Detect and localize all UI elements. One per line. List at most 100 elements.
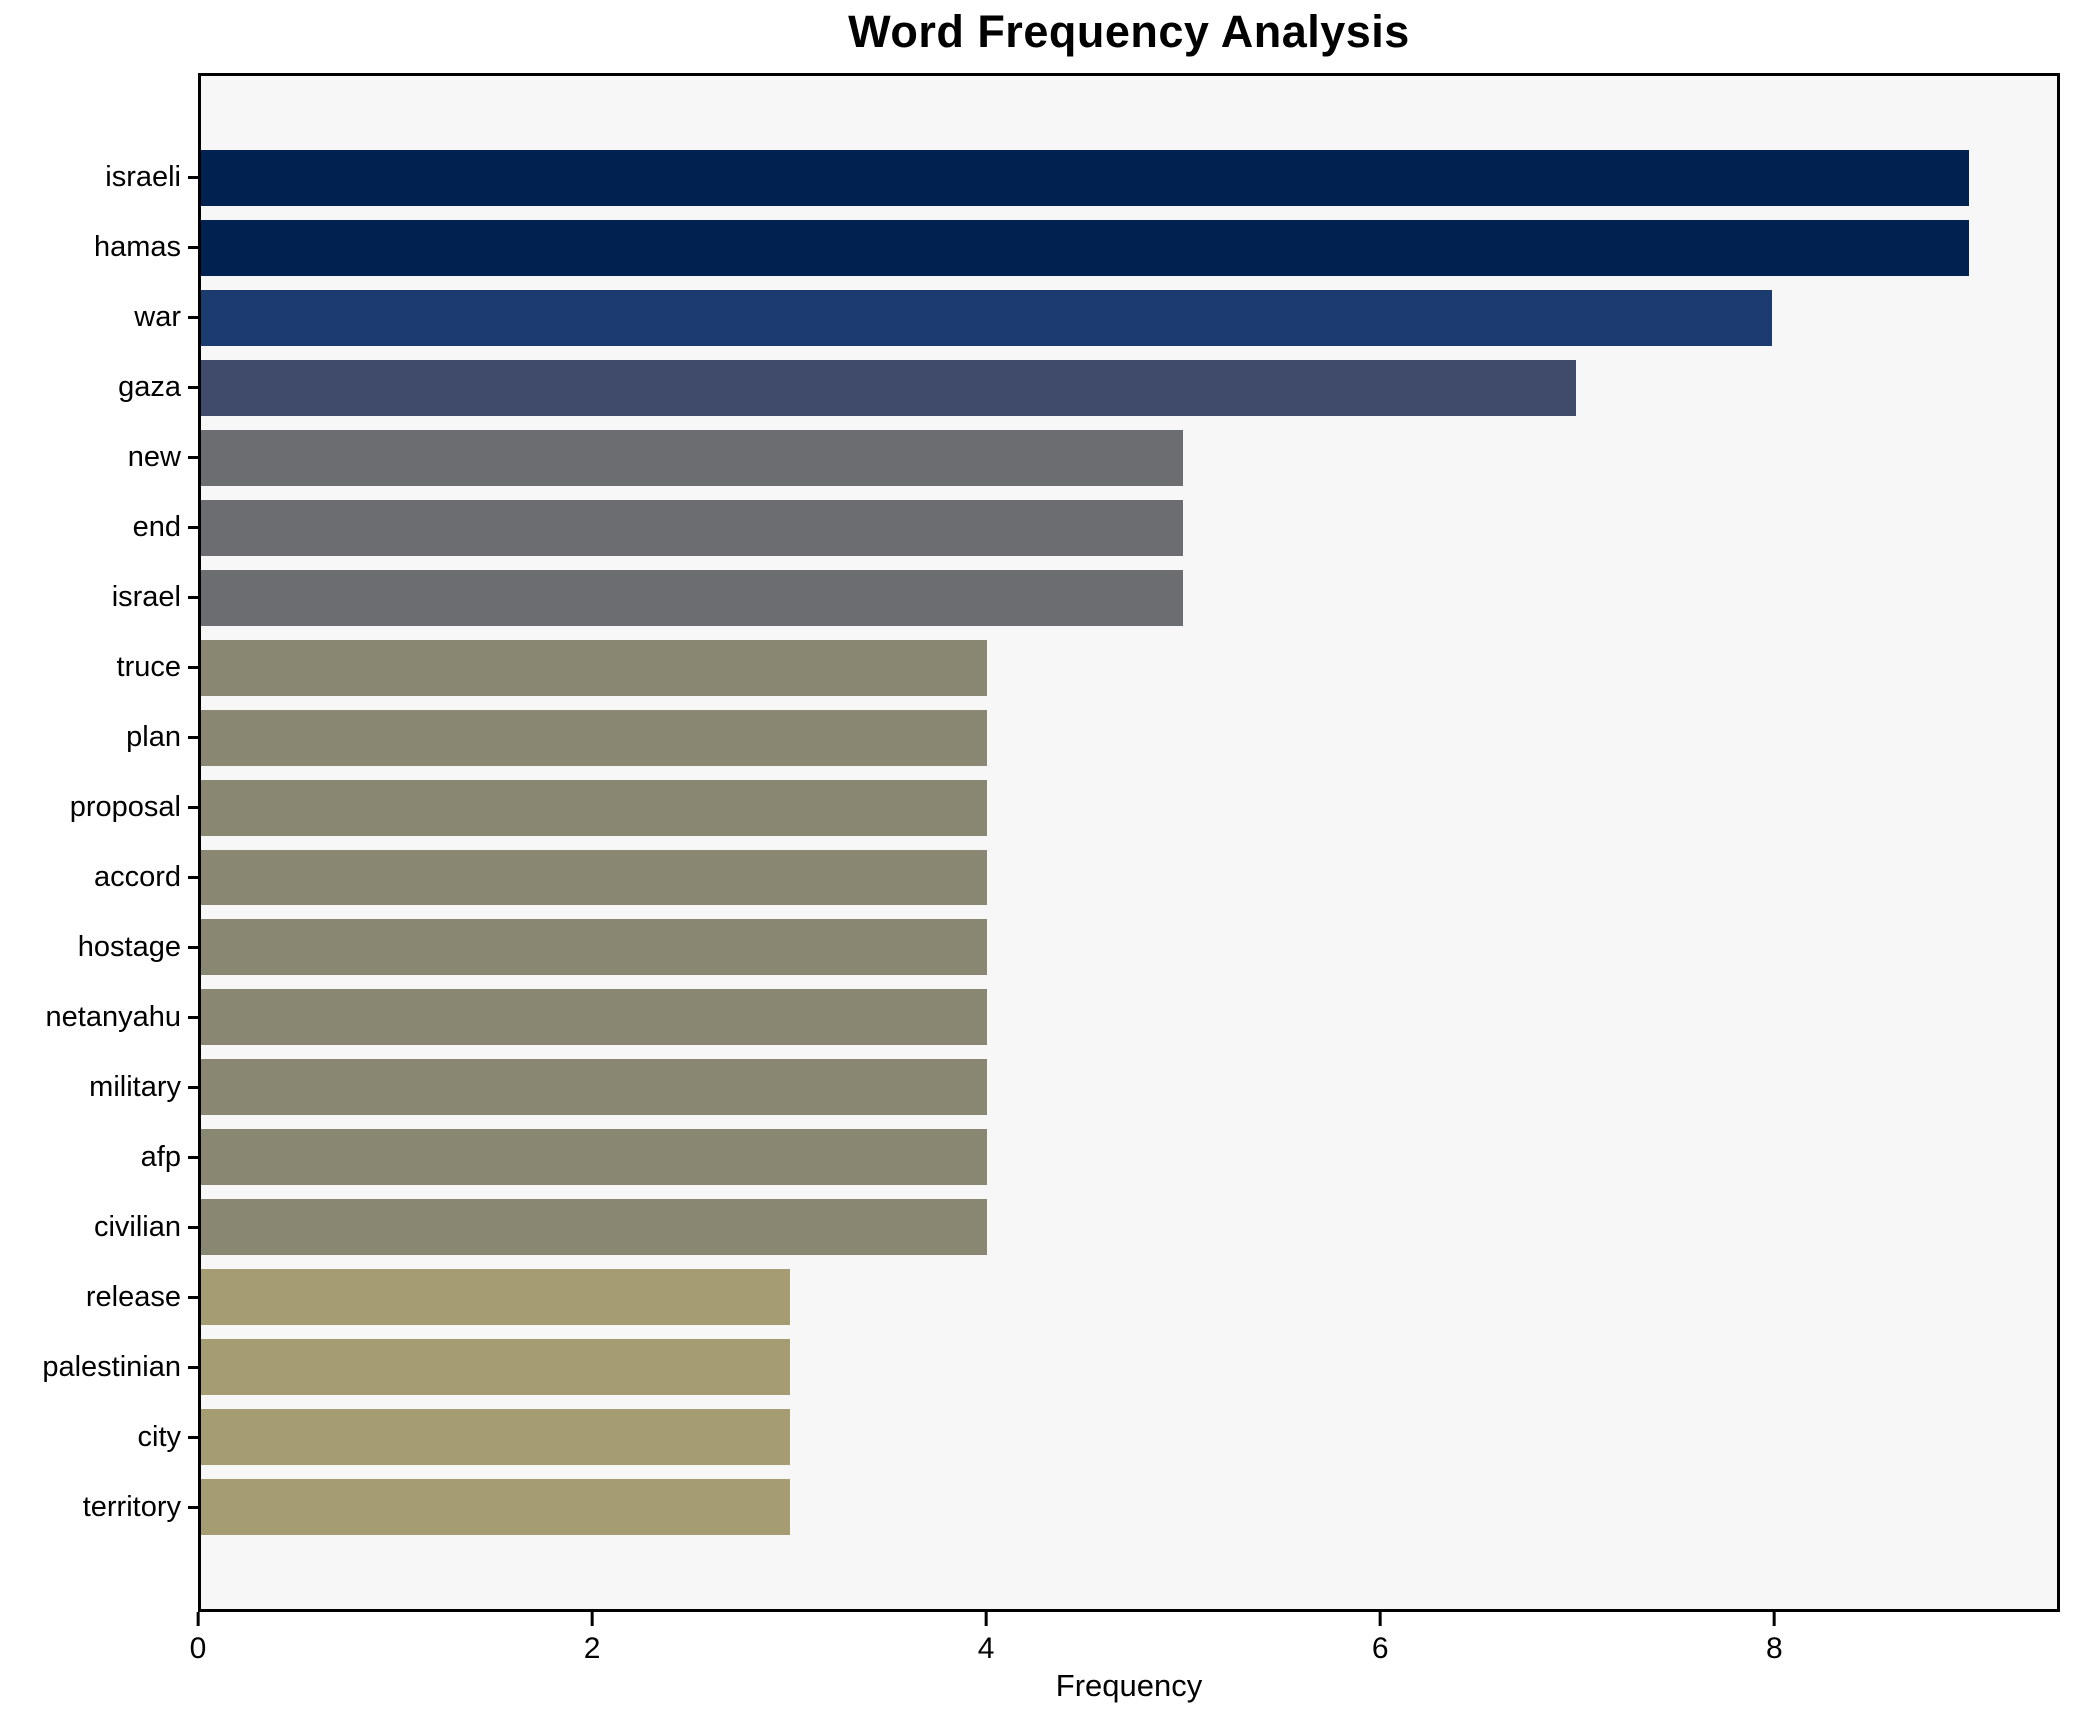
bar-band <box>201 213 2057 283</box>
bar-gaza <box>201 359 1576 416</box>
y-label-row: territory <box>0 1472 198 1542</box>
bar-end <box>201 499 1183 556</box>
x-tick-mark <box>1772 1612 1776 1626</box>
y-tick-mark <box>188 176 198 180</box>
bar-band <box>201 703 2057 773</box>
bar-israel <box>201 569 1183 626</box>
x-axis: 0 2 4 6 8 <box>190 1612 2060 1682</box>
x-axis-title: Frequency <box>1055 1668 1203 1703</box>
y-tick-mark <box>188 1505 198 1509</box>
y-tick-label-afp: afp <box>140 1140 181 1173</box>
x-tick-2: 2 <box>583 1612 601 1666</box>
y-tick-mark <box>188 1365 198 1369</box>
x-tick-0: 0 <box>190 1612 206 1666</box>
y-label-row: civilian <box>0 1192 198 1262</box>
y-tick-mark <box>188 456 198 460</box>
y-tick-mark <box>188 1295 198 1299</box>
y-label-row: end <box>0 493 198 563</box>
bar-band <box>201 143 2057 213</box>
y-tick-mark <box>188 806 198 810</box>
bar-afp <box>201 1129 987 1186</box>
y-tick-mark <box>188 526 198 530</box>
y-tick-label-war: war <box>134 301 181 334</box>
y-label-row: city <box>0 1402 198 1472</box>
x-tick-mark <box>196 1612 200 1626</box>
bar-truce <box>201 639 987 696</box>
bar-israeli <box>201 150 1969 206</box>
bars-container <box>201 143 2057 1542</box>
bar-band <box>201 423 2057 493</box>
bar-band <box>201 1472 2057 1542</box>
x-tick-label: 4 <box>977 1632 995 1665</box>
y-label-row: truce <box>0 633 198 703</box>
bar-accord <box>201 849 987 906</box>
y-tick-mark <box>188 1435 198 1439</box>
bar-civilian <box>201 1199 987 1256</box>
y-tick-mark <box>188 736 198 740</box>
y-tick-label-end: end <box>132 511 181 544</box>
bar-plan <box>201 709 987 766</box>
y-label-row: afp <box>0 1122 198 1192</box>
y-tick-label-gaza: gaza <box>118 371 181 404</box>
y-tick-label-hostage: hostage <box>77 930 181 963</box>
x-tick-8: 8 <box>1766 1612 1783 1666</box>
x-tick-mark <box>1378 1612 1382 1626</box>
y-label-row: war <box>0 283 198 353</box>
y-label-row: accord <box>0 843 198 913</box>
bar-netanyahu <box>201 989 987 1046</box>
x-tick-label: 8 <box>1765 1632 1783 1665</box>
bar-war <box>201 289 1773 346</box>
y-tick-label-new: new <box>127 441 181 474</box>
bar-city <box>201 1409 791 1466</box>
bar-band <box>201 1052 2057 1122</box>
y-tick-mark <box>188 945 198 949</box>
y-tick-mark <box>188 1015 198 1019</box>
y-tick-label-plan: plan <box>126 721 181 754</box>
bar-military <box>201 1059 987 1116</box>
y-label-row: new <box>0 423 198 493</box>
bar-band <box>201 912 2057 982</box>
x-tick-label: 6 <box>1371 1632 1389 1665</box>
y-label-row: israeli <box>0 143 198 213</box>
y-label-row: gaza <box>0 353 198 423</box>
y-tick-mark <box>188 386 198 390</box>
bar-band <box>201 773 2057 843</box>
y-tick-label-palestinian: palestinian <box>42 1350 181 1383</box>
x-tick-label: 2 <box>583 1632 601 1665</box>
y-label-row: netanyahu <box>0 982 198 1052</box>
y-tick-label-civilian: civilian <box>93 1210 181 1243</box>
chart-title: Word Frequency Analysis <box>848 6 1410 57</box>
y-tick-label-truce: truce <box>116 651 181 684</box>
bar-band <box>201 1332 2057 1402</box>
y-tick-mark <box>188 246 198 250</box>
bar-territory <box>201 1479 791 1536</box>
bar-new <box>201 429 1183 486</box>
y-label-row: hostage <box>0 912 198 982</box>
y-label-row: israel <box>0 563 198 633</box>
y-tick-mark <box>188 316 198 320</box>
bar-band <box>201 563 2057 633</box>
bar-band <box>201 1122 2057 1192</box>
bar-band <box>201 493 2057 563</box>
y-tick-mark <box>188 876 198 879</box>
bar-band <box>201 843 2057 913</box>
x-tick-mark <box>590 1612 594 1626</box>
y-label-row: proposal <box>0 773 198 843</box>
y-tick-label-netanyahu: netanyahu <box>45 1000 181 1033</box>
y-tick-label-hamas: hamas <box>93 231 181 264</box>
y-tick-mark <box>188 596 198 600</box>
y-tick-mark <box>188 666 198 670</box>
bar-band <box>201 283 2057 353</box>
x-tick-4: 4 <box>977 1612 995 1666</box>
y-label-row: release <box>0 1262 198 1332</box>
y-tick-mark <box>188 1155 198 1159</box>
x-tick-6: 6 <box>1372 1612 1389 1666</box>
y-label-row: plan <box>0 703 198 773</box>
y-tick-label-military: military <box>89 1070 181 1103</box>
y-tick-label-israel: israel <box>111 581 181 614</box>
y-tick-label-israeli: israeli <box>105 161 181 194</box>
plot-area <box>198 73 2060 1612</box>
bar-hostage <box>201 919 987 976</box>
y-label-row: military <box>0 1052 198 1122</box>
bar-band <box>201 1402 2057 1472</box>
